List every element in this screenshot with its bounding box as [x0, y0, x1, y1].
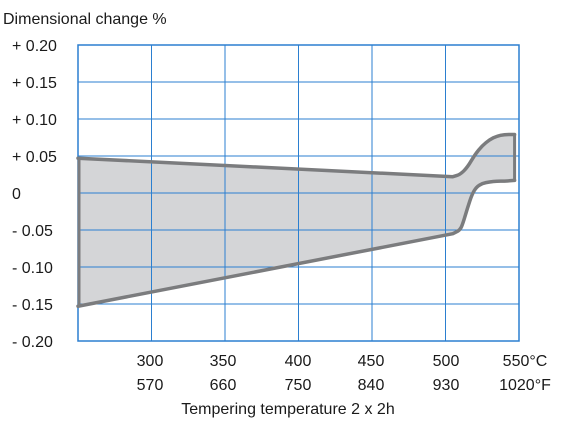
x-tick-label-fahrenheit: 750 [285, 377, 312, 394]
y-tick-label: + 0.05 [12, 149, 57, 166]
y-tick-label: - 0.05 [12, 223, 53, 240]
x-tick-label-celsius: 300 [137, 353, 164, 370]
dimensional-change-band [78, 134, 515, 307]
series-layer [76, 132, 517, 308]
band-layer [78, 134, 515, 307]
x-tick-label-fahrenheit: 570 [137, 377, 164, 394]
y-tick-label: + 0.10 [12, 112, 57, 129]
upper-limit-line [76, 132, 517, 179]
x-tick-label-fahrenheit: 930 [433, 377, 460, 394]
y-tick-label: - 0.20 [12, 334, 53, 351]
x-tick-label-celsius: 550°C [503, 353, 548, 370]
y-axis-label: Dimensional change % [3, 11, 167, 28]
x-axis-label: Tempering temperature 2 x 2h [181, 401, 394, 418]
y-tick-labels: + 0.20 + 0.15 + 0.10 + 0.05 0 - 0.05 - 0.10 - 0… [12, 38, 57, 351]
x-tick-label-fahrenheit: 840 [358, 377, 385, 394]
y-tick-label: - 0.15 [12, 297, 53, 314]
x-tick-label-celsius: 400 [285, 353, 312, 370]
x-tick-label-fahrenheit: 660 [210, 377, 237, 394]
x-tick-label-celsius: 350 [210, 353, 237, 370]
y-tick-label: + 0.15 [12, 75, 57, 92]
x-tick-label-fahrenheit: 1020°F [499, 377, 551, 394]
y-tick-label: + 0.20 [12, 38, 57, 55]
x-tick-label-celsius: 450 [358, 353, 385, 370]
x-tick-label-celsius: 500 [433, 353, 460, 370]
y-tick-label: 0 [12, 186, 21, 203]
x-tick-labels: 300 350 400 450 500 550°C 570 660 750 840 930 1020°… [137, 353, 551, 394]
grid-layer [77, 44, 520, 342]
y-tick-label: - 0.10 [12, 260, 53, 277]
lower-limit-line [76, 178, 517, 308]
